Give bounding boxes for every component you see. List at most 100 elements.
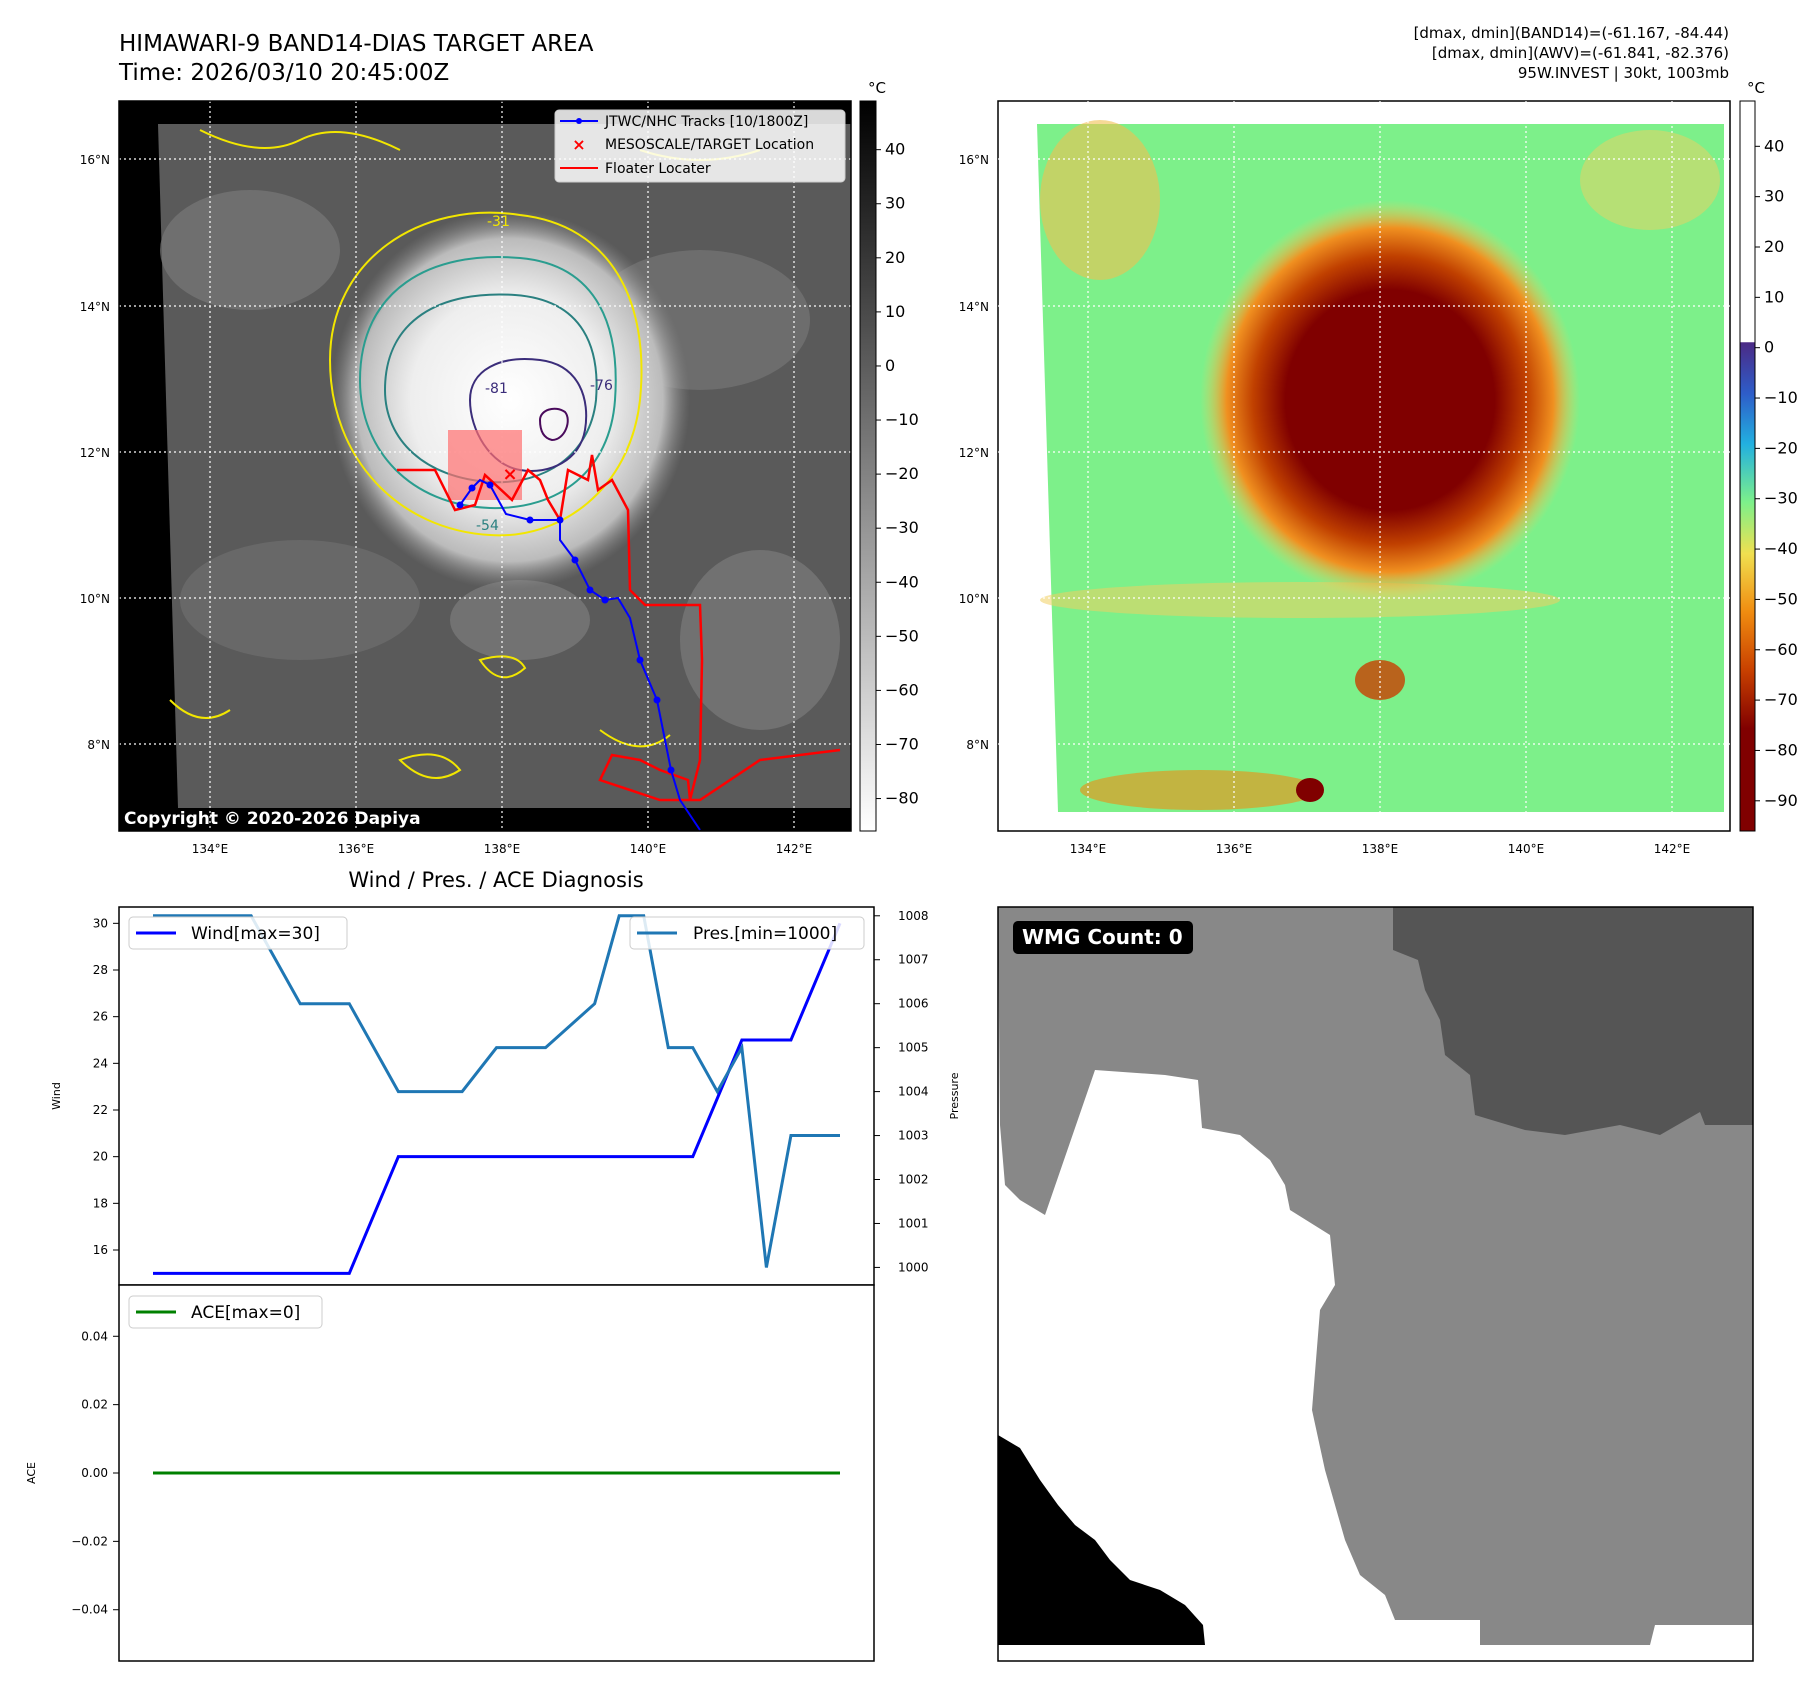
wmg-count-badge (1013, 921, 1193, 954)
pres-ytick-label: 1003 (898, 1129, 929, 1143)
floater-locater-path (397, 454, 841, 802)
wind-ytick-label: 30 (93, 916, 108, 930)
ir-colorbar-label: −80 (885, 789, 919, 808)
svg-text:16°N: 16°N (80, 153, 110, 167)
pres-ytick-label: 1002 (898, 1173, 929, 1187)
band14-range-text: [dmax, dmin](BAND14)=(-61.167, -84.44) (1414, 24, 1729, 42)
wind-ytick-label: 16 (93, 1243, 108, 1257)
svg-text:10°N: 10°N (80, 592, 110, 606)
legend-jtwc-track: JTWC/NHC Tracks [10/1800Z] (604, 114, 808, 130)
pressure-ylabel: Pressure (948, 1072, 961, 1119)
ace-ytick-label: −0.04 (71, 1603, 108, 1617)
copyright-text: Copyright © 2020-2026 Dapiya (124, 809, 421, 829)
diag-panel: Wind / Pres. / ACE Diagnosis Wind Pressu… (25, 868, 961, 1662)
awv-colorbar: °C 40 30 20 10 0 −10 −20 −30 −40 −50 −60 −70 −80 −90 (1739, 79, 1798, 832)
svg-text:14°N: 14°N (959, 300, 989, 314)
jtwc-track-points (456, 481, 675, 774)
storm-info-text: 95W.INVEST | 30kt, 1003mb (1518, 64, 1729, 82)
contour-label-54: -54 (476, 518, 499, 534)
awv-colorbar-label: −10 (1764, 388, 1798, 407)
wmg-black-region (998, 1435, 1205, 1645)
ace-ytick-label: −0.02 (71, 1534, 108, 1548)
svg-text:10°N: 10°N (959, 592, 989, 606)
awv-colorbar-label: 0 (1764, 338, 1774, 357)
target-area-box (448, 430, 522, 500)
awv-colorbar-label: −20 (1764, 438, 1798, 457)
ir-colorbar-label: −10 (885, 410, 919, 429)
awv-lon-ticks: 134°E 136°E 138°E 140°E 142°E (1070, 842, 1691, 856)
wind-ytick-label: 24 (93, 1056, 108, 1070)
ir-colorbar-label: 10 (885, 302, 905, 321)
wind-legend: Wind[max=30] (128, 916, 348, 950)
pres-legend-label: Pres.[min=1000] (693, 924, 837, 944)
ir-colorbar-label: 30 (885, 194, 905, 213)
wmg-count-label: WMG Count: 0 (1022, 925, 1183, 949)
svg-text:142°E: 142°E (1654, 842, 1691, 856)
ir-colorbar-label: −60 (885, 680, 919, 699)
svg-text:16°N: 16°N (959, 153, 989, 167)
awv-colorbar-label: 20 (1764, 237, 1784, 256)
svg-text:138°E: 138°E (1362, 842, 1399, 856)
awv-colorbar-label: 30 (1764, 187, 1784, 206)
svg-text:12°N: 12°N (959, 446, 989, 460)
wind-ylabel: Wind (50, 1082, 63, 1110)
ir-colorbar-label: 0 (885, 356, 895, 375)
awv-colorbar-label: −90 (1764, 791, 1798, 810)
contour-label-81: -81 (485, 381, 508, 397)
svg-text:142°E: 142°E (776, 842, 813, 856)
svg-text:8°N: 8°N (966, 738, 989, 752)
ir-colorbar-label: −50 (885, 626, 919, 645)
ir-cloud-core (330, 210, 690, 590)
wind-ytick-label: 22 (93, 1103, 108, 1117)
wind-ytick-label: 28 (93, 963, 108, 977)
ir-colorbar-label: 20 (885, 248, 905, 267)
ace-ytick-label: 0.02 (81, 1398, 108, 1412)
ir-colorbar-unit: °C (868, 79, 886, 97)
ir-lon-ticks: 134°E 136°E 138°E 140°E 142°E (192, 842, 813, 856)
svg-text:136°E: 136°E (338, 842, 375, 856)
pres-ytick-label: 1000 (898, 1260, 929, 1274)
svg-text:14°N: 14°N (80, 300, 110, 314)
ace-ytick-label: 0.00 (81, 1466, 108, 1480)
diag-title: Wind / Pres. / ACE Diagnosis (348, 868, 643, 892)
pres-ytick-label: 1004 (898, 1085, 929, 1099)
svg-text:138°E: 138°E (484, 842, 521, 856)
awv-colorbar-label: −40 (1764, 539, 1798, 558)
ir-colorbar-label: −20 (885, 464, 919, 483)
ace-legend-label: ACE[max=0] (191, 1303, 300, 1323)
awv-dry-core (1200, 200, 1580, 600)
pres-legend: Pres.[min=1000] (629, 916, 865, 950)
svg-text:12°N: 12°N (80, 446, 110, 460)
ace-ylabel: ACE (25, 1462, 38, 1484)
awv-colorbar-label: 40 (1764, 136, 1784, 155)
svg-text:134°E: 134°E (192, 842, 229, 856)
legend-floater-locater: Floater Locater (605, 161, 711, 177)
ir-colorbar-label: −30 (885, 518, 919, 537)
target-location-marker: × (502, 464, 517, 485)
wmg-dark-region (1393, 907, 1753, 1135)
wmg-panel: WMG Count: 0 (997, 906, 1754, 1662)
awv-map-panel: 16°N 14°N 12°N 10°N 8°N 134°E 136°E 138°… (959, 79, 1798, 856)
pres-ytick-label: 1007 (898, 953, 929, 967)
wind-ytick-label: 18 (93, 1196, 108, 1210)
legend-target-marker: × (572, 135, 585, 154)
svg-text:136°E: 136°E (1216, 842, 1253, 856)
awv-colorbar-unit: °C (1747, 79, 1765, 97)
wmg-frame (997, 906, 1754, 1662)
pres-ytick-label: 1008 (898, 909, 929, 923)
awv-colorbar-label: 10 (1764, 287, 1784, 306)
awv-colorbar-label: −60 (1764, 640, 1798, 659)
awv-colorbar-label: −50 (1764, 589, 1798, 608)
awv-gridlines (998, 101, 1730, 831)
figure-title: HIMAWARI-9 BAND14-DIAS TARGET AREA (119, 31, 594, 57)
pres-ytick-label: 1006 (898, 997, 929, 1011)
svg-text:134°E: 134°E (1070, 842, 1107, 856)
svg-text:140°E: 140°E (1508, 842, 1545, 856)
legend-target-location: MESOSCALE/TARGET Location (605, 137, 814, 153)
contour-label-76: -76 (590, 378, 613, 394)
ir-map-frame (118, 100, 852, 832)
ir-colorbar-label: −70 (885, 734, 919, 753)
ir-map-panel: -31 -81 -76 -54 × JTWC/NHC Tracks [10/18… (80, 79, 919, 856)
awv-range-text: [dmax, dmin](AWV)=(-61.841, -82.376) (1432, 44, 1729, 62)
